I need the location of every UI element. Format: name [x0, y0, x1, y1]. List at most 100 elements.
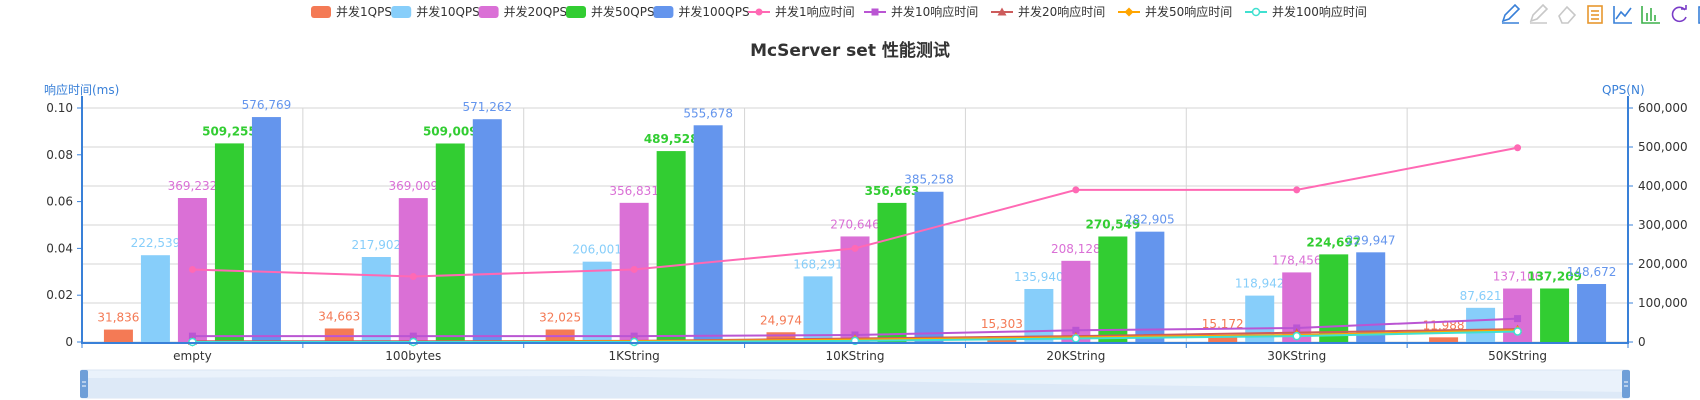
bar[interactable] [840, 236, 870, 342]
bar-data-label: 282,905 [1125, 213, 1175, 227]
bar[interactable] [472, 119, 502, 342]
right-tick-label: 0 [1638, 335, 1646, 349]
bar[interactable] [693, 125, 723, 342]
left-tick-label: 0.04 [46, 241, 73, 255]
bar-data-label: 571,262 [462, 100, 512, 114]
legend-item[interactable]: 并发100QPS [653, 4, 750, 19]
bar-data-label: 385,258 [904, 173, 954, 187]
bar-data-label: 87,621 [1460, 289, 1502, 303]
data-zoom[interactable] [80, 369, 1630, 399]
bar-data-label: 489,528 [644, 132, 699, 146]
bar[interactable] [803, 276, 833, 342]
save-image-icon[interactable] [1698, 6, 1700, 24]
bar-data-label: 168,291 [793, 257, 843, 271]
left-tick-label: 0.02 [46, 288, 73, 302]
zoom-preview [82, 376, 1628, 398]
legend-item[interactable]: 并发10响应时间 [864, 4, 978, 19]
line-chart-icon[interactable] [1613, 6, 1632, 24]
x-tick-label: 20KString [1046, 349, 1105, 363]
line-point [1514, 144, 1522, 152]
bar[interactable] [1540, 288, 1570, 342]
bar-data-label: 137,209 [1527, 269, 1582, 283]
right-tick-label: 300,000 [1638, 218, 1688, 232]
bar[interactable] [1319, 254, 1349, 342]
bar-data-label: 369,232 [168, 179, 218, 193]
bar[interactable] [1577, 284, 1607, 342]
bar[interactable] [914, 191, 944, 342]
pen-icon[interactable] [1501, 3, 1521, 24]
bar-data-label: 31,836 [97, 311, 139, 325]
line-point [1513, 327, 1522, 336]
bar-data-label: 118,942 [1235, 277, 1285, 291]
eraser-icon[interactable] [1558, 5, 1577, 24]
bar[interactable] [1466, 307, 1496, 342]
bar[interactable] [766, 332, 796, 342]
line-point [851, 244, 859, 252]
x-tick-label: 10KString [826, 349, 885, 363]
legend-label: 并发10QPS [416, 4, 480, 19]
bar-data-label: 369,009 [388, 179, 438, 193]
legend-item[interactable]: 并发1QPS [311, 4, 392, 19]
bar[interactable] [1356, 252, 1386, 342]
bar[interactable] [1024, 288, 1054, 342]
line-point [1072, 186, 1080, 194]
restore-icon[interactable] [1671, 5, 1687, 23]
legend-item[interactable]: 并发10QPS [391, 4, 480, 19]
right-tick-label: 200,000 [1638, 257, 1688, 271]
left-axis-name: 响应时间(ms) [44, 82, 119, 97]
bar[interactable] [251, 117, 281, 342]
right-axis-name: QPS(N) [1602, 83, 1645, 97]
legend-label: 并发50QPS [591, 4, 655, 19]
line-point [1293, 324, 1301, 332]
legend-item[interactable]: 并发20QPS [478, 4, 568, 19]
right-tick-label: 100,000 [1638, 296, 1688, 310]
bar[interactable] [1208, 336, 1238, 342]
x-tick-label: empty [173, 349, 212, 363]
bar-data-label: 24,974 [760, 313, 802, 327]
bar[interactable] [877, 202, 907, 342]
bar-data-label: 208,128 [1051, 242, 1101, 256]
left-tick-label: 0.08 [46, 148, 73, 162]
legend-item[interactable]: 并发50QPS [566, 4, 655, 19]
bar[interactable] [398, 198, 428, 342]
legend-swatch [653, 6, 674, 18]
line-point [188, 265, 196, 273]
bar[interactable] [656, 151, 686, 342]
bar[interactable] [582, 261, 612, 342]
bar[interactable] [140, 255, 170, 342]
legend-item[interactable]: 并发50响应时间 [1118, 4, 1232, 19]
bar[interactable] [1429, 337, 1459, 342]
bars: 31,836 222,539 369,232 509,255 576,769 34,663… [97, 98, 1616, 342]
data-view-icon[interactable] [1587, 5, 1603, 24]
zoom-handle-left[interactable] [80, 370, 88, 398]
legend-item[interactable]: 并发20响应时间 [991, 4, 1105, 19]
zoom-handle-right[interactable] [1622, 370, 1630, 398]
legend-item[interactable]: 并发100响应时间 [1245, 4, 1367, 19]
legend-swatch [311, 6, 331, 18]
bar[interactable] [1098, 236, 1128, 342]
bar-data-label: 356,663 [865, 184, 920, 198]
bar-chart-icon[interactable] [1641, 6, 1660, 24]
x-tick-label: 30KString [1267, 349, 1326, 363]
bar-data-label: 15,172 [1202, 317, 1244, 331]
bar-data-label: 509,009 [423, 124, 478, 138]
bar-data-label: 270,646 [830, 217, 880, 231]
bar-data-label: 178,456 [1272, 253, 1322, 267]
bar-data-label: 135,940 [1014, 270, 1064, 284]
bar[interactable] [361, 257, 391, 342]
axes: 0 0.02 0.04 0.06 0.08 0.10 0 100,000 200,000 300,… [46, 96, 1688, 363]
bar[interactable] [435, 143, 465, 342]
line-point [1072, 326, 1080, 334]
legend-item[interactable]: 并发1响应时间 [748, 4, 855, 19]
bar-data-label: 206,001 [572, 243, 622, 257]
bar[interactable] [103, 329, 133, 342]
bar-data-label: 137,106 [1493, 270, 1543, 284]
legend-label: 并发20QPS [504, 4, 568, 19]
bar-data-label: 34,663 [318, 309, 360, 323]
bar-data-label: 576,769 [242, 98, 292, 112]
left-tick-label: 0.06 [46, 195, 73, 209]
legend-marker [1124, 7, 1134, 17]
bar[interactable] [214, 143, 244, 342]
pen-clear-icon[interactable] [1529, 3, 1549, 24]
bar[interactable] [1135, 231, 1165, 342]
